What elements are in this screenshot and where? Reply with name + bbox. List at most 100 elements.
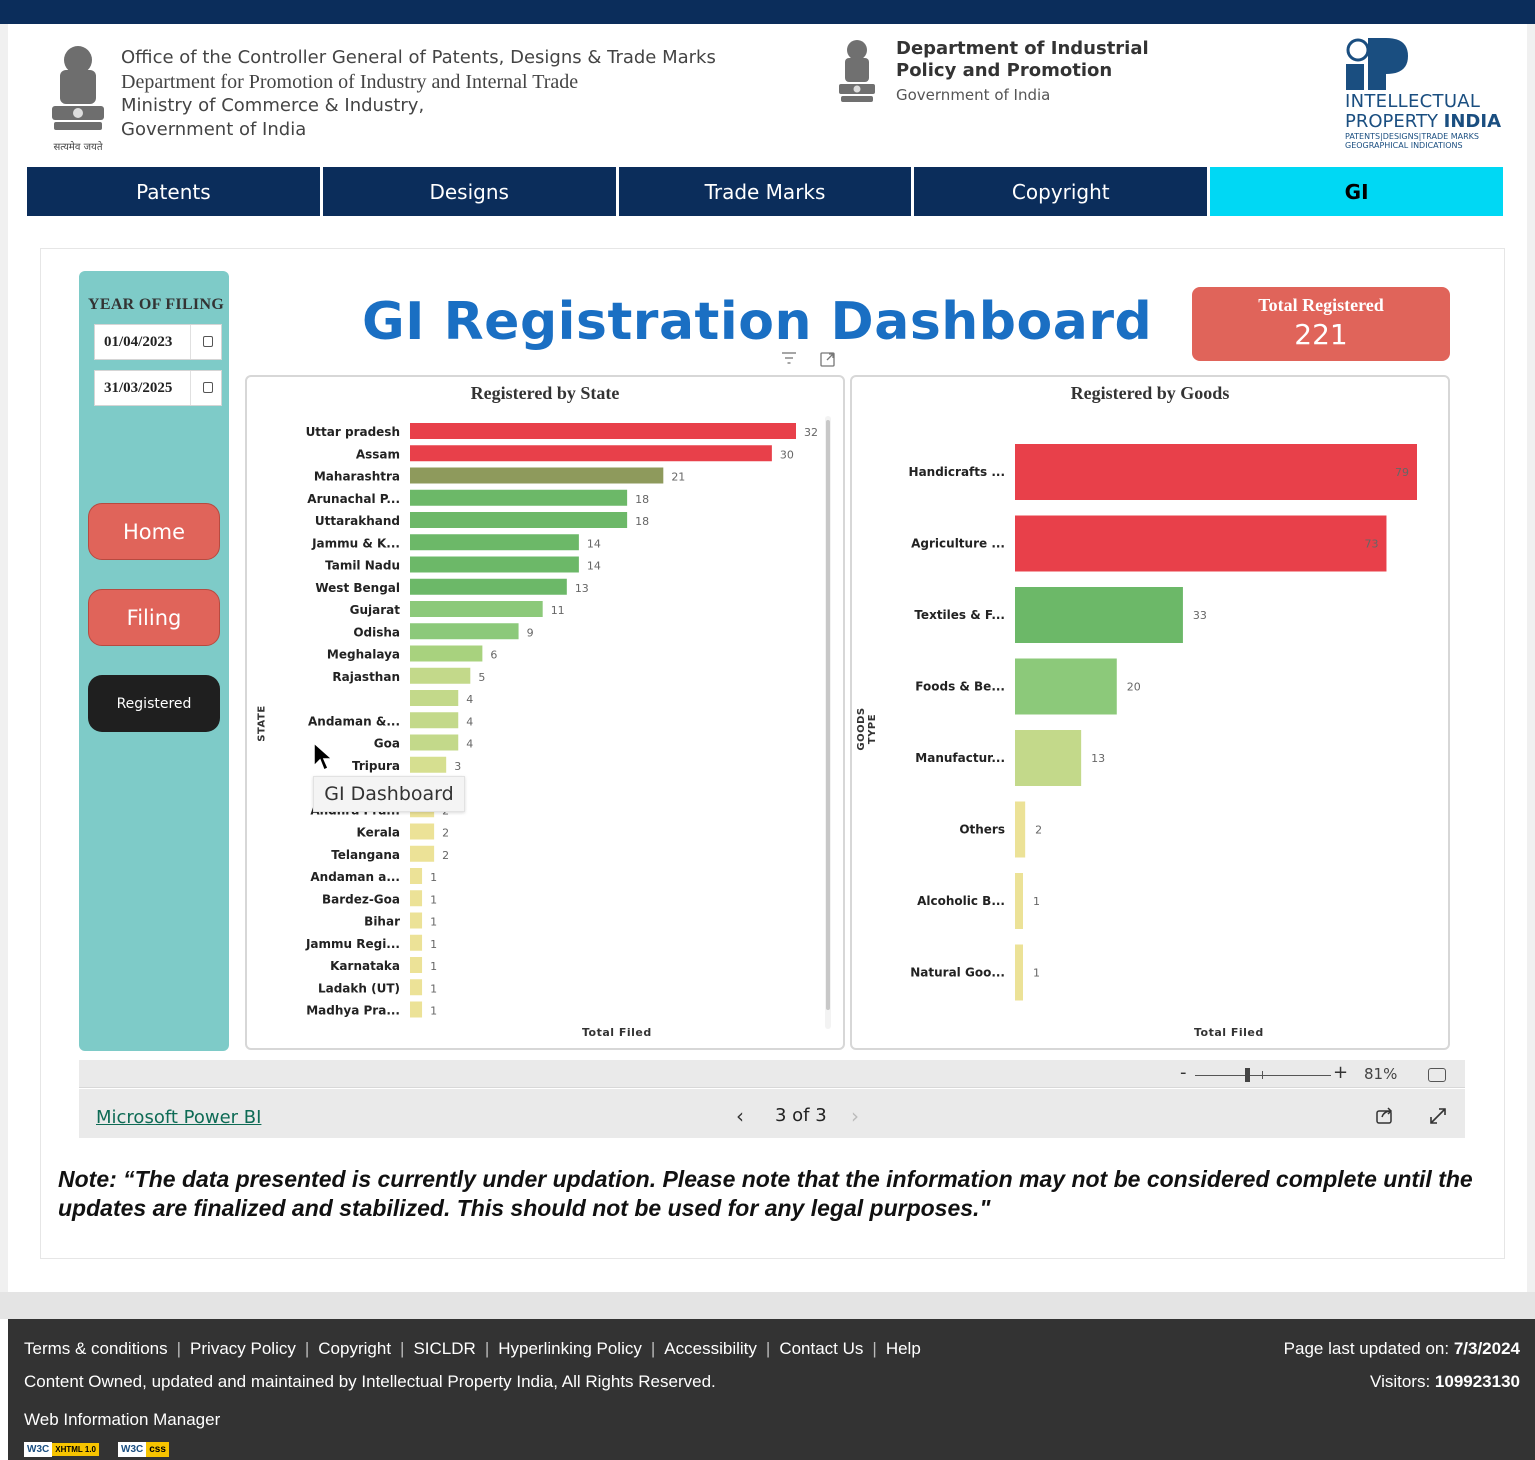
zoom-slider-thumb[interactable] (1245, 1068, 1250, 1082)
state-bar[interactable] (410, 957, 423, 973)
tab-trade-marks[interactable]: Trade Marks (618, 167, 912, 216)
state-value-label: 1 (430, 982, 437, 995)
state-value-label: 9 (527, 626, 534, 639)
state-bar[interactable] (410, 712, 459, 729)
state-bar[interactable] (410, 512, 628, 528)
tab-copyright[interactable]: Copyright (914, 167, 1208, 216)
emblem-caption: सत्यमेव जयते (53, 141, 102, 153)
chart-scrollbar[interactable] (825, 416, 831, 1029)
state-bar[interactable] (410, 934, 423, 951)
zoom-slider-track[interactable] (1195, 1075, 1331, 1076)
tab-patents[interactable]: Patents (27, 167, 320, 216)
state-value-label: 1 (430, 960, 437, 973)
powerbi-link[interactable]: Microsoft Power BI (96, 1107, 262, 1128)
footer-link-privacy[interactable]: Privacy Policy (190, 1339, 296, 1358)
zoom-bar (79, 1060, 1465, 1088)
footer-link-sicldr[interactable]: SICLDR (413, 1339, 476, 1358)
zoom-out-button[interactable]: - (1180, 1062, 1187, 1083)
state-bar[interactable] (410, 823, 435, 840)
footer-web-info-manager[interactable]: Web Information Manager (24, 1410, 221, 1429)
footer-visitors: Visitors: 109923130 (1370, 1372, 1520, 1392)
calendar-icon[interactable] (203, 336, 213, 347)
share-icon[interactable] (1376, 1106, 1394, 1124)
footer-gap (0, 1292, 1535, 1319)
state-value-label: 1 (430, 938, 437, 951)
footer-ownership: Content Owned, updated and maintained by… (24, 1372, 716, 1391)
page-counter: 3 of 3 (775, 1105, 827, 1126)
previous-page-button[interactable]: ‹ (736, 1104, 744, 1128)
state-bar[interactable] (410, 578, 567, 595)
tab-gi[interactable]: GI (1210, 167, 1503, 216)
filing-button[interactable]: Filing (88, 589, 220, 646)
zoom-in-button[interactable]: + (1333, 1062, 1349, 1083)
page-gutter-right (1527, 24, 1535, 1292)
date-to-input[interactable]: 31/03/2025 (94, 370, 222, 406)
goods-bar[interactable] (1015, 801, 1026, 858)
state-bar[interactable] (410, 1001, 423, 1018)
date-from-value: 01/04/2023 (104, 333, 173, 350)
state-bar[interactable] (410, 534, 579, 551)
state-bar[interactable] (410, 868, 423, 884)
state-label: Andaman a... (310, 870, 400, 884)
calendar-icon[interactable] (203, 382, 213, 393)
visitors-label: Visitors: (1370, 1372, 1435, 1391)
zoom-slider-tick (1262, 1071, 1263, 1079)
mouse-cursor-icon (313, 742, 334, 772)
w3c-xhtml-badge[interactable]: W3C XHTML 1.0 (24, 1439, 99, 1460)
goods-bar[interactable] (1015, 658, 1117, 715)
ipi-line-1: INTELLECTUAL (1345, 91, 1481, 112)
state-value-label: 5 (478, 671, 485, 684)
w3c-xhtml-logo: W3C (24, 1442, 53, 1457)
fit-to-page-icon[interactable] (1428, 1068, 1446, 1082)
footer-link-terms[interactable]: Terms & conditions (24, 1339, 168, 1358)
last-updated-label: Page last updated on: (1283, 1339, 1454, 1358)
state-bar[interactable] (410, 845, 435, 862)
state-bar[interactable] (410, 467, 664, 484)
state-value-label: 1 (430, 1005, 437, 1018)
state-bar[interactable] (410, 601, 543, 617)
tab-designs[interactable]: Designs (322, 167, 616, 216)
w3c-css-badge[interactable]: W3C css (118, 1439, 169, 1460)
state-value-label: 6 (490, 649, 497, 662)
total-registered-label: Total Registered (1258, 295, 1384, 315)
state-bar[interactable] (410, 690, 459, 706)
goods-bar[interactable] (1015, 873, 1023, 929)
filter-icon[interactable] (782, 352, 796, 364)
goods-bar[interactable] (1015, 444, 1417, 500)
state-bar[interactable] (410, 623, 519, 640)
focus-mode-icon[interactable] (820, 352, 835, 367)
footer-link-accessibility[interactable]: Accessibility (664, 1339, 757, 1358)
state-bar[interactable] (410, 734, 459, 751)
state-bar[interactable] (410, 667, 471, 684)
footer-link-copyright[interactable]: Copyright (318, 1339, 392, 1358)
footer-link-contact[interactable]: Contact Us (779, 1339, 864, 1358)
state-value-label: 11 (551, 604, 565, 617)
goods-bar[interactable] (1015, 587, 1183, 643)
home-button[interactable]: Home (88, 503, 220, 560)
state-bar[interactable] (410, 423, 796, 439)
total-registered-value: 221 (1294, 318, 1348, 351)
dashboard-title: GI Registration Dashboard (362, 292, 1153, 352)
goods-bar[interactable] (1015, 730, 1082, 786)
state-label: Ladakh (UT) (318, 981, 400, 995)
state-bar[interactable] (410, 445, 772, 462)
state-bar[interactable] (410, 756, 447, 773)
disclaimer-note: Note: “The data presented is currently u… (58, 1166, 1473, 1221)
next-page-button[interactable]: › (851, 1104, 859, 1128)
state-bar[interactable] (410, 556, 579, 573)
state-bar[interactable] (410, 979, 423, 996)
registered-button[interactable]: Registered (88, 675, 220, 732)
state-label: Jammu & K... (311, 536, 400, 550)
goods-bar[interactable] (1015, 944, 1023, 1001)
goods-bar[interactable] (1015, 515, 1387, 572)
chart-scrollbar-thumb[interactable] (826, 420, 830, 1010)
fullscreen-icon[interactable] (1429, 1107, 1447, 1125)
state-bar[interactable] (410, 890, 423, 907)
footer-separator: | (484, 1339, 490, 1358)
date-from-input[interactable]: 01/04/2023 (94, 324, 222, 360)
state-bar[interactable] (410, 912, 423, 929)
footer-link-help[interactable]: Help (885, 1339, 921, 1358)
footer-link-hyperlinking[interactable]: Hyperlinking Policy (498, 1339, 642, 1358)
state-bar[interactable] (410, 645, 483, 662)
state-bar[interactable] (410, 489, 628, 506)
